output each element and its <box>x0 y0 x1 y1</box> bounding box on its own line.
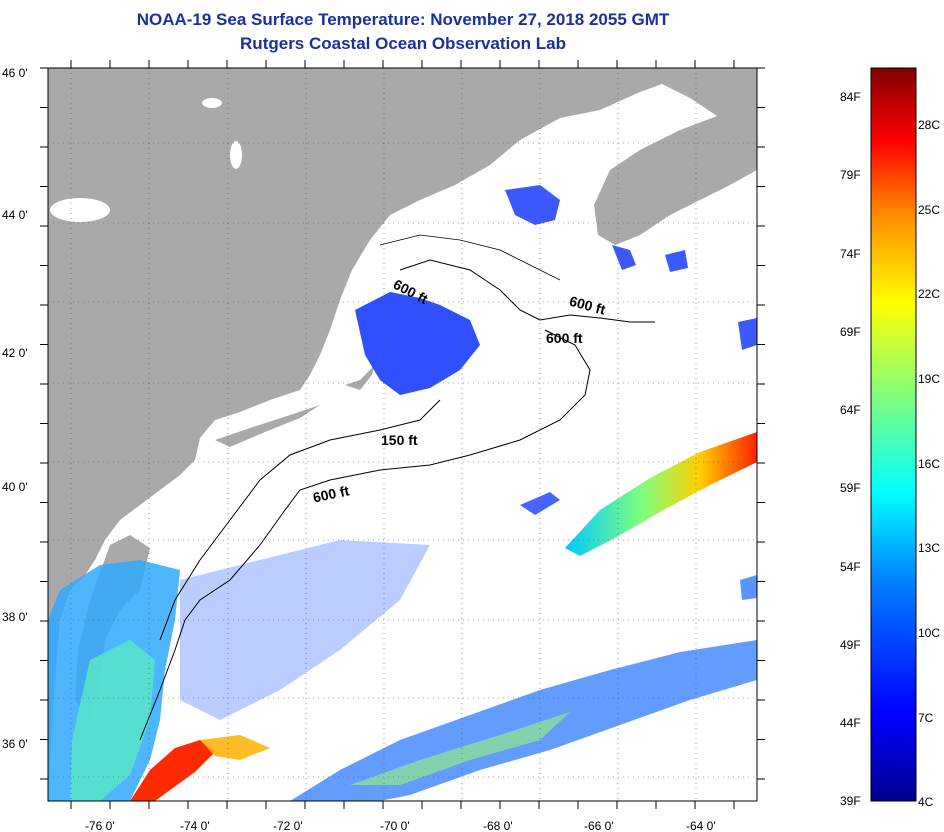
lake <box>202 98 222 108</box>
sst-scotian-cold-2 <box>665 250 688 272</box>
colorbar-c-label: 7C <box>918 711 934 725</box>
colorbar-celsius-labels: 28C 25C 22C 19C 16C 13C 10C 7C 4C <box>918 118 940 809</box>
colorbar-f-label: 84F <box>840 90 861 104</box>
colorbar-f-label: 44F <box>840 716 861 730</box>
colorbar-c-label: 19C <box>918 372 940 386</box>
colorbar-c-label: 4C <box>918 795 934 809</box>
sst-gulf-of-maine-cold <box>355 292 480 395</box>
sst-southern-band <box>290 640 757 801</box>
sst-east-edge-cold <box>738 318 757 350</box>
land-cape-cod <box>345 352 378 390</box>
sst-east-patch-2 <box>740 575 757 600</box>
x-tick-label: -66 0' <box>584 819 614 832</box>
contour-600ft-shelf-break <box>139 329 591 741</box>
lake <box>50 198 110 222</box>
colorbar-f-label: 79F <box>840 168 861 182</box>
y-tick-label: 44 0' <box>2 208 28 222</box>
x-tick-label: -68 0' <box>483 819 513 832</box>
y-tick-label: 42 0' <box>2 346 28 360</box>
colorbar-f-label: 39F <box>840 794 861 808</box>
y-tick-label: 40 0' <box>2 480 28 494</box>
x-tick-label: -72 0' <box>273 819 303 832</box>
x-tick-label: -76 0' <box>85 819 115 832</box>
lake <box>230 141 242 169</box>
colorbar-fahrenheit-labels: 84F 79F 74F 69F 64F 59F 54F 49F 44F 39F <box>840 90 861 808</box>
colorbar-f-label: 64F <box>840 403 861 417</box>
sst-scotian-cold <box>612 245 636 270</box>
sst-shelf-warm <box>70 640 155 801</box>
sst-southern-band-warm <box>350 712 570 785</box>
contour-label: 600 ft <box>546 330 583 346</box>
map-subtitle: Rutgers Coastal Ocean Observation Lab <box>240 34 566 53</box>
y-tick-label: 36 0' <box>2 737 28 751</box>
x-tick-label: -70 0' <box>380 819 410 832</box>
colorbar-f-label: 49F <box>840 638 861 652</box>
colorbar-c-label: 10C <box>918 626 940 640</box>
land-nova-scotia <box>594 115 757 245</box>
colorbar-c-label: 25C <box>918 203 940 217</box>
land-mainland <box>48 68 757 801</box>
y-tick-label: 46 0' <box>2 66 28 80</box>
x-tick-label: -64 0' <box>686 819 716 832</box>
colorbar-f-label: 59F <box>840 481 861 495</box>
colorbar-f-label: 74F <box>840 247 861 261</box>
colorbar-c-label: 28C <box>918 118 940 132</box>
sst-gulf-stream-hatteras <box>130 740 215 801</box>
y-tick-label: 38 0' <box>2 610 28 624</box>
sst-warm-eddy <box>565 432 757 556</box>
x-axis: -76 0' -74 0' -72 0' -70 0' -68 0' -66 0' -64 … <box>70 60 735 832</box>
contour-coastal <box>379 234 561 281</box>
colorbar-c-label: 16C <box>918 457 940 471</box>
colorbar-f-label: 54F <box>840 560 861 574</box>
colorbar-c-label: 22C <box>918 287 940 301</box>
map-title: NOAA-19 Sea Surface Temperature: Novembe… <box>136 10 670 29</box>
contour-600ft-gulf-of-maine <box>399 259 655 323</box>
contour-label: 600 ft <box>311 482 350 505</box>
contour-150ft <box>159 399 441 641</box>
x-tick-label: -74 0' <box>180 819 210 832</box>
colorbar-gradient <box>870 67 917 802</box>
sst-bay-of-fundy-cold <box>505 185 560 225</box>
plot-frame <box>47 67 758 802</box>
y-axis: 46 0' 44 0' 42 0' 40 0' 38 0' 36 0' <box>2 66 765 780</box>
sst-offshore-speckle <box>180 540 430 720</box>
lat-lon-grid <box>48 68 757 801</box>
colorbar-f-label: 69F <box>840 325 861 339</box>
land-long-island <box>215 405 320 447</box>
contour-label: 150 ft <box>381 432 418 448</box>
sst-gulf-stream-orange <box>200 735 270 760</box>
colorbar-c-label: 13C <box>918 541 940 555</box>
